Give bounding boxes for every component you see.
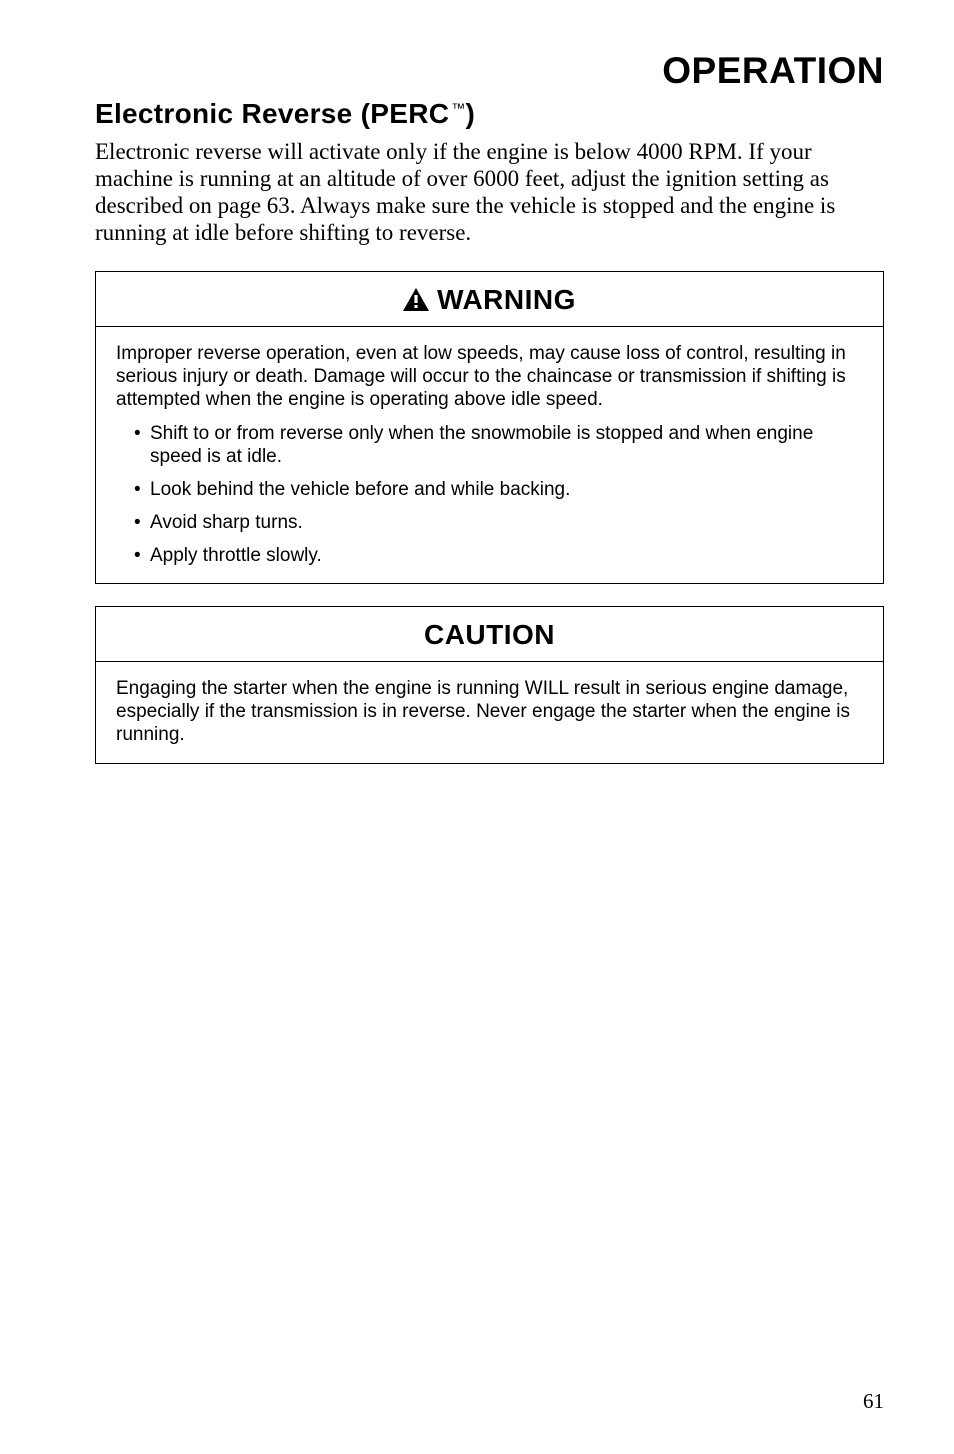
warning-box-body: Improper reverse operation, even at low … [96, 327, 883, 583]
caution-box: CAUTION Engaging the starter when the en… [95, 606, 884, 763]
warning-heading-label: WARNING [437, 284, 576, 316]
warning-box-header: WARNING [96, 272, 883, 328]
warning-paragraph: Improper reverse operation, even at low … [116, 343, 863, 411]
caution-heading-label: CAUTION [424, 619, 555, 651]
warning-box: WARNING Improper reverse operation, even… [95, 271, 884, 585]
subsection-title-suffix: ) [466, 98, 476, 129]
subsection-title-prefix: Electronic Reverse (PERC [95, 98, 449, 129]
caution-box-body: Engaging the starter when the engine is … [96, 662, 883, 762]
page-container: OPERATION Electronic Reverse (PERC™) Ele… [0, 0, 954, 1454]
warning-list: Shift to or from reverse only when the s… [116, 423, 863, 567]
caution-paragraph: Engaging the starter when the engine is … [116, 678, 863, 746]
intro-paragraph: Electronic reverse will activate only if… [95, 138, 884, 247]
caution-header-text: CAUTION [424, 619, 555, 651]
warning-list-item: Shift to or from reverse only when the s… [134, 423, 863, 469]
warning-triangle-icon [403, 288, 429, 311]
section-title: OPERATION [95, 50, 884, 92]
warning-header-text: WARNING [403, 284, 576, 316]
warning-list-item: Look behind the vehicle before and while… [134, 479, 863, 502]
trademark-symbol: ™ [451, 100, 465, 116]
page-number: 61 [863, 1389, 884, 1414]
caution-box-header: CAUTION [96, 607, 883, 662]
warning-list-item: Apply throttle slowly. [134, 545, 863, 568]
warning-list-item: Avoid sharp turns. [134, 512, 863, 535]
subsection-title: Electronic Reverse (PERC™) [95, 98, 884, 130]
